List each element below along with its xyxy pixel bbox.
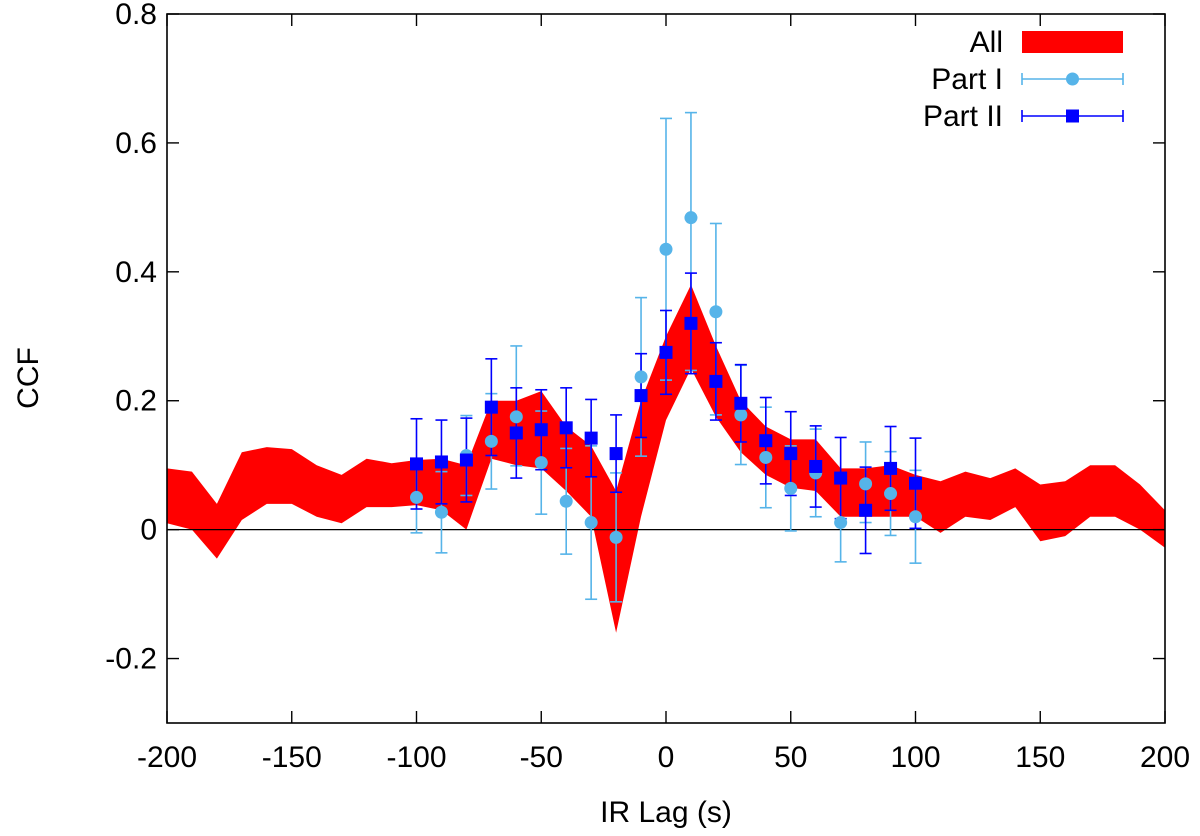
y-tick-label: 0.2 [115, 385, 157, 418]
part2-point [859, 503, 873, 517]
part1-point [634, 370, 648, 384]
part1-point [659, 242, 673, 256]
legend-label-all: All [970, 26, 1003, 59]
x-tick-label: 100 [890, 741, 940, 774]
y-tick-label: 0.4 [115, 256, 157, 289]
part2-point [410, 457, 423, 471]
part1-point [559, 494, 573, 508]
y-tick-label: 0.8 [115, 0, 157, 31]
axes-layer: -200 -150 -100 -50 0 50 100 150 200 -0.2 0 0.2 0.4 0.… [105, 0, 1190, 774]
part2-point [684, 316, 698, 330]
part1-point [534, 456, 548, 470]
x-tick-label: 200 [1140, 741, 1190, 774]
legend-marker-part1 [1066, 72, 1079, 86]
part2-point [709, 374, 723, 388]
part1-point [484, 434, 498, 448]
x-tick-label: -50 [520, 741, 563, 774]
x-tick-label: -150 [262, 741, 322, 774]
part1-point [684, 211, 698, 225]
legend: All Part I Part II [923, 26, 1124, 133]
part1-point [709, 305, 723, 319]
x-tick-label: 50 [774, 741, 807, 774]
legend-label-part1: Part I [931, 63, 1003, 96]
part1-point [734, 408, 748, 422]
part2-point [534, 423, 548, 437]
part2-point [634, 389, 648, 403]
y-axis-title: CCF [12, 347, 45, 409]
part1-point [759, 450, 773, 464]
part2-point [484, 400, 498, 414]
part1-point [834, 516, 848, 530]
part2-point [459, 453, 473, 467]
part2-point [884, 461, 898, 475]
x-tick-label: -200 [137, 741, 197, 774]
part1-point [410, 490, 423, 504]
part1-point [784, 481, 798, 495]
y-tick-label: 0 [140, 514, 157, 547]
part2-point [734, 396, 748, 410]
part2-point [559, 421, 573, 435]
part2-point [584, 431, 598, 445]
x-tick-label: 0 [658, 741, 675, 774]
x-tick-label: 150 [1015, 741, 1065, 774]
part1-point [434, 505, 448, 519]
part1-point [909, 510, 922, 524]
part2-point [509, 426, 523, 440]
part2-point [759, 434, 773, 448]
legend-label-part2: Part II [923, 100, 1003, 133]
part2-point [834, 471, 848, 485]
part2-point [609, 447, 623, 461]
part2-point [434, 455, 448, 469]
legend-marker-part2 [1066, 109, 1079, 123]
part1-point [509, 410, 523, 424]
part2-point [784, 447, 798, 461]
part1-point [884, 487, 898, 501]
part2-point [659, 345, 673, 359]
x-tick-label: -100 [386, 741, 446, 774]
x-axis-title: IR Lag (s) [600, 796, 732, 829]
legend-swatch-all [1022, 31, 1123, 53]
part1-point [859, 477, 873, 491]
points-layer [410, 111, 922, 603]
part2-point [809, 459, 823, 473]
part1-point [609, 530, 623, 544]
part2-point [909, 476, 922, 490]
y-tick-label: 0.6 [115, 127, 157, 160]
part1-point [584, 516, 598, 530]
y-tick-label: -0.2 [105, 643, 157, 676]
